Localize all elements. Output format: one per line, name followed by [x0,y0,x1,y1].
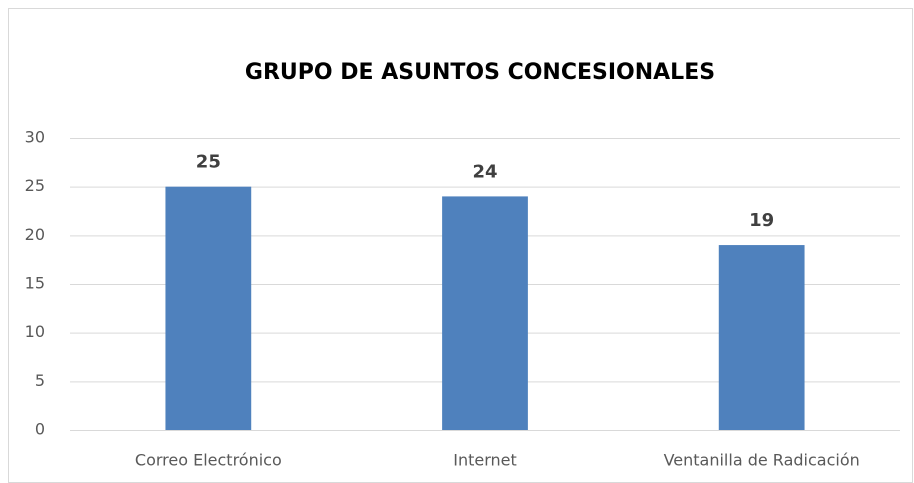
chart-title: GRUPO DE ASUNTOS CONCESIONALES [245,60,715,85]
bar [442,196,528,430]
y-tick-label: 25 [25,176,45,195]
y-tick-label: 5 [35,371,45,390]
y-tick-label: 10 [25,322,45,341]
data-label: 19 [749,210,774,231]
x-tick-label: Ventanilla de Radicación [664,451,860,470]
y-tick-label: 0 [35,420,45,439]
y-tick-label: 30 [25,128,45,147]
bar [718,245,805,430]
x-tick-label: Internet [453,451,517,470]
bar [165,186,252,430]
y-tick-label: 15 [25,274,45,293]
y-tick-label: 20 [25,225,45,244]
data-label: 24 [472,161,497,182]
data-label: 25 [196,152,221,173]
x-tick-label: Correo Electrónico [135,451,282,470]
